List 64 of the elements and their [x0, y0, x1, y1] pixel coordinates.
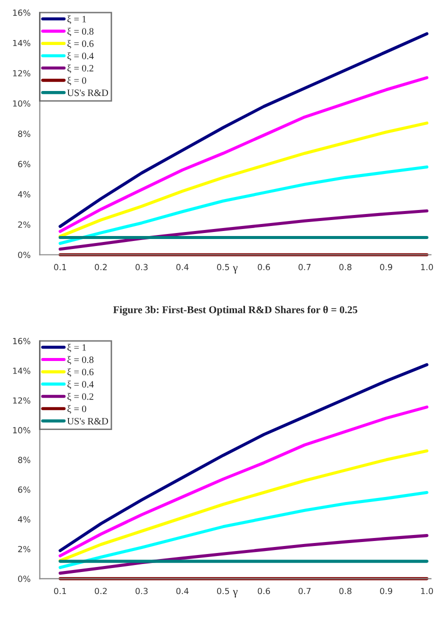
legend-label: ξ = 0.8: [67, 28, 94, 36]
legend-label: ξ = 0: [67, 405, 86, 414]
x-tick-label: 0.2: [94, 588, 107, 594]
chart-title: Figure 3b: First-Best Optimal R&D Shares for θ = 0.25: [113, 306, 358, 316]
legend-label: US's R&D: [67, 418, 108, 424]
y-tick-label: 10%: [13, 427, 30, 434]
line-series: [58, 534, 428, 575]
y-tick-label: 12%: [13, 397, 30, 404]
x-tick-label: 0.9: [380, 588, 392, 594]
x-tick-label: 1.0: [421, 588, 433, 594]
x-tick-label: 0.6: [258, 588, 270, 594]
legend-label: US's R&D: [67, 90, 108, 96]
y-tick-label: 16%: [13, 10, 30, 16]
x-tick-label: 0.7: [298, 588, 311, 594]
x-tick-label: 0.8: [339, 264, 352, 270]
legend-label: ξ = 0: [67, 76, 86, 86]
x-tick-label: 0.1: [54, 588, 66, 594]
x-tick-label: 0.3: [136, 588, 148, 594]
y-tick-label: 12%: [13, 70, 30, 76]
y-tick-label: 14%: [13, 368, 30, 374]
y-tick-label: 14%: [13, 40, 30, 46]
x-axis-title: γ: [232, 590, 238, 598]
x-tick-label: 0.7: [298, 264, 311, 270]
y-tick-label: 8%: [18, 130, 30, 137]
legend-label: ξ = 0.4: [67, 380, 94, 390]
line-series: [58, 76, 428, 233]
y-tick-label: 4%: [18, 516, 30, 523]
x-tick-label: 0.8: [339, 588, 352, 594]
y-tick-label: 10%: [13, 100, 30, 107]
line-series: [58, 406, 428, 558]
line-series: [58, 449, 428, 562]
y-tick-label: 2%: [18, 221, 30, 228]
x-tick-label: 1.0: [421, 264, 433, 270]
legend-label: ξ = 0.2: [67, 64, 94, 74]
x-tick-label: 0.5: [217, 264, 230, 270]
x-tick-label: 0.9: [380, 264, 392, 270]
x-tick-label: 0.4: [176, 264, 189, 270]
y-tick-label: 0%: [18, 252, 30, 258]
x-tick-label: 0.4: [176, 588, 189, 594]
legend-label: ξ = 1: [67, 16, 86, 24]
y-tick-label: 8%: [18, 456, 30, 464]
line-series: [58, 490, 428, 570]
legend-label: ξ = 0.6: [67, 40, 94, 49]
x-axis-title: γ: [232, 266, 238, 274]
y-tick-label: 0%: [18, 576, 30, 582]
line-series: [58, 209, 428, 251]
y-tick-label: 4%: [18, 191, 30, 198]
y-tick-label: 16%: [13, 338, 30, 344]
x-tick-label: 0.3: [136, 264, 148, 270]
x-tick-label: 0.1: [54, 264, 66, 270]
line-series: [58, 165, 428, 245]
y-tick-label: 6%: [18, 160, 30, 168]
legend-label: ξ = 0.8: [67, 356, 94, 365]
legend-label: ξ = 1: [67, 344, 86, 352]
x-tick-label: 0.6: [258, 264, 270, 270]
legend-label: ξ = 0.4: [67, 52, 94, 61]
x-tick-label: 0.5: [217, 588, 230, 594]
line-series: [58, 122, 428, 238]
legend-label: ξ = 0.6: [67, 368, 94, 377]
legend-label: ξ = 0.2: [67, 392, 94, 402]
y-tick-label: 2%: [18, 546, 30, 552]
line-series: [58, 363, 428, 552]
y-tick-label: 6%: [18, 486, 30, 493]
x-tick-label: 0.2: [94, 264, 107, 270]
